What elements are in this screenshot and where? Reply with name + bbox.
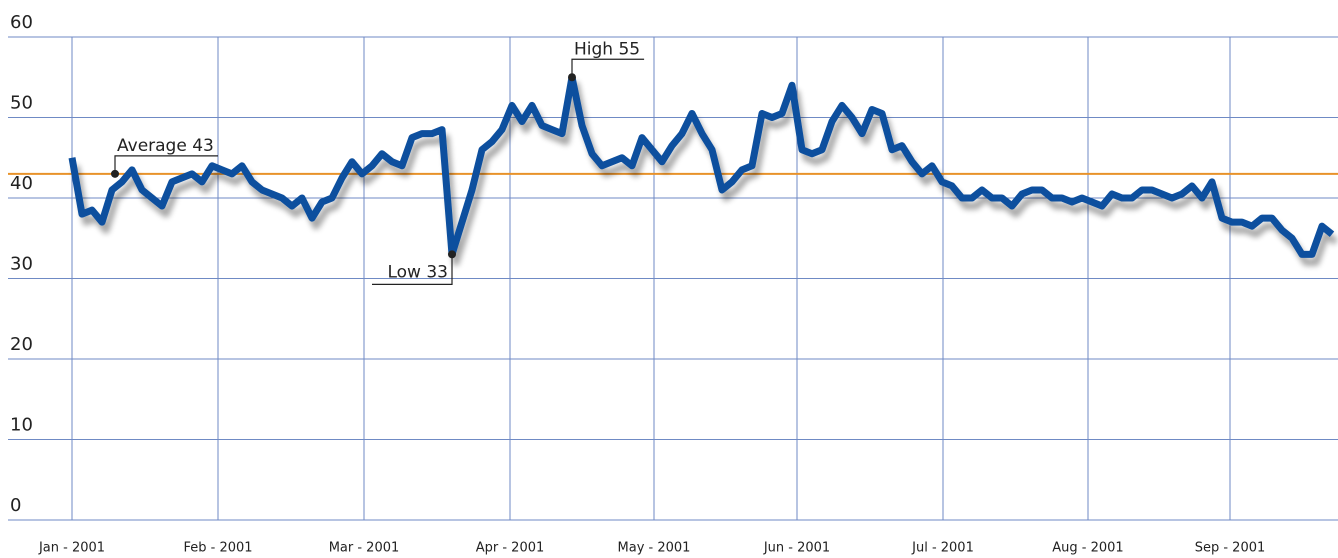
- y-tick-label: 40: [10, 173, 33, 194]
- x-tick-label: Jun - 2001: [763, 541, 830, 556]
- annotation-label: High 55: [574, 39, 640, 59]
- y-tick-label: 50: [10, 93, 33, 114]
- annotation-leader: [571, 58, 645, 78]
- y-tick-label: 60: [10, 12, 33, 33]
- annotation-label: Low 33: [387, 262, 448, 282]
- annotation-label: Average 43: [117, 136, 214, 156]
- x-tick-label: Jan - 2001: [38, 541, 105, 556]
- annotation-leader: [372, 254, 453, 285]
- data-line: [68, 73, 1335, 258]
- x-tick-label: Jul - 2001: [911, 541, 974, 556]
- y-tick-label: 20: [10, 334, 33, 355]
- annotation-leader: [114, 155, 218, 174]
- y-tick-label: 30: [10, 254, 33, 275]
- annotation-dot: [448, 250, 456, 259]
- x-tick-label: Feb - 2001: [183, 541, 252, 556]
- x-tick-label: Mar - 2001: [329, 541, 400, 556]
- annotation-dot: [568, 73, 576, 82]
- x-tick-label: Aug - 2001: [1052, 541, 1123, 556]
- x-tick-label: May - 2001: [618, 541, 691, 556]
- annotation-dot: [111, 169, 119, 178]
- x-tick-label: Apr - 2001: [476, 541, 545, 556]
- y-tick-label: 0: [10, 495, 21, 516]
- x-tick-label: Sep - 2001: [1195, 541, 1266, 556]
- y-tick-label: 10: [10, 415, 33, 436]
